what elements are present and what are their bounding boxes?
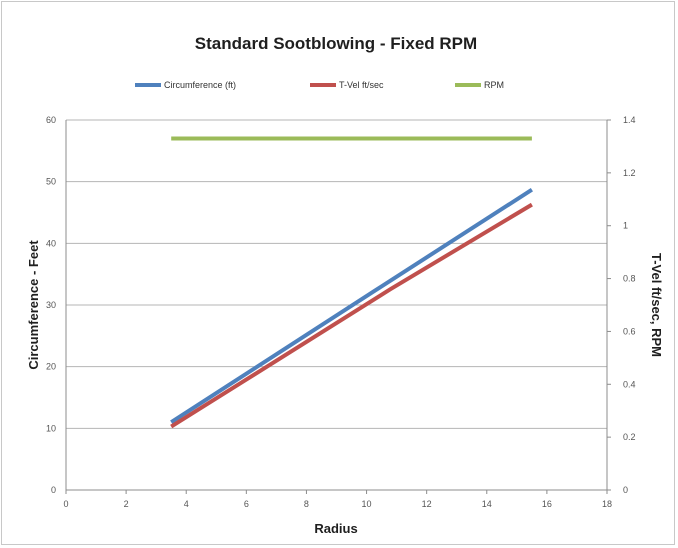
y2-tick-label: 0.4 <box>623 379 636 389</box>
y-tick-label: 0 <box>51 485 56 495</box>
y-tick-label: 30 <box>46 300 56 310</box>
x-tick-label: 0 <box>63 499 68 509</box>
gridlines <box>65 119 611 494</box>
y2-tick-label: 1 <box>623 221 628 231</box>
x-tick-label: 8 <box>304 499 309 509</box>
y-tick-label: 20 <box>46 362 56 372</box>
y2-tick-label: 1.4 <box>623 115 636 125</box>
x-tick-label: 18 <box>602 499 612 509</box>
x-tick-label: 14 <box>482 499 492 509</box>
legend: Circumference (ft) T-Vel ft/sec RPM <box>135 80 504 90</box>
series-lines <box>170 136 533 429</box>
y-tick-label: 50 <box>46 177 56 187</box>
legend-label: T-Vel ft/sec <box>339 80 384 90</box>
x-axis-title: Radius <box>314 521 357 536</box>
tick-labels: 0 10 20 30 40 50 60 0 0.2 0.4 0.6 0.8 1 1.2 1.4 0 2 4 6 8 10… <box>46 115 636 509</box>
series-line-t-vel-ft-sec <box>170 202 533 429</box>
x-tick-label: 10 <box>362 499 372 509</box>
x-tick-label: 12 <box>422 499 432 509</box>
y-axis-title: Circumference - Feet <box>26 240 41 370</box>
series-line-circumference-ft <box>170 188 533 424</box>
y2-tick-label: 1.2 <box>623 168 636 178</box>
legend-label: RPM <box>484 80 504 90</box>
y2-tick-label: 0 <box>623 485 628 495</box>
y2-axis-title: T-Vel ft/sec, RPM <box>649 253 664 357</box>
x-tick-label: 16 <box>542 499 552 509</box>
y2-tick-label: 0.2 <box>623 432 636 442</box>
x-tick-label: 2 <box>124 499 129 509</box>
legend-label: Circumference (ft) <box>164 80 236 90</box>
y-tick-label: 60 <box>46 115 56 125</box>
x-tick-label: 6 <box>244 499 249 509</box>
y-tick-label: 10 <box>46 423 56 433</box>
x-tick-label: 4 <box>184 499 189 509</box>
y2-tick-label: 0.8 <box>623 274 636 284</box>
chart-title: Standard Sootblowing - Fixed RPM <box>195 34 477 53</box>
y-tick-label: 40 <box>46 238 56 248</box>
y2-tick-label: 0.6 <box>623 326 636 336</box>
